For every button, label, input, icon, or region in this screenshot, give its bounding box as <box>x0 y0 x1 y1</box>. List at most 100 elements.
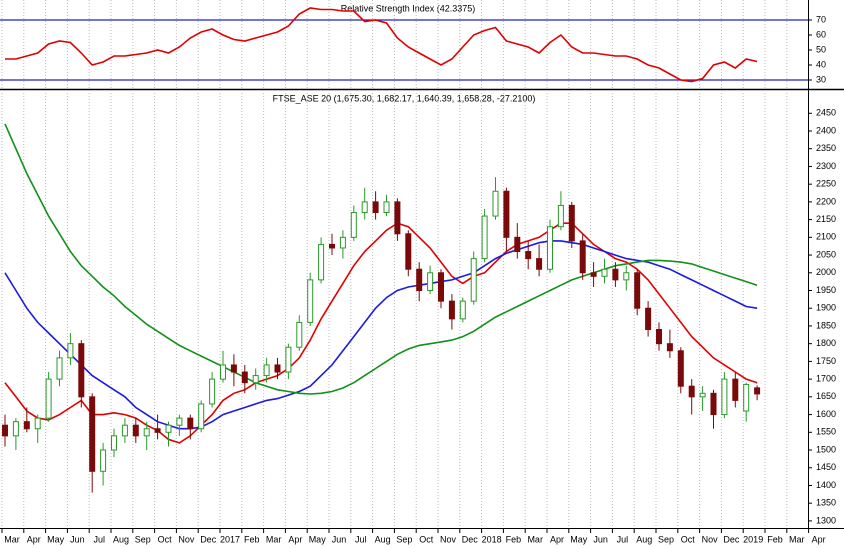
candle-body <box>547 226 553 270</box>
x-tick-label: Dec <box>723 534 740 544</box>
candle-body <box>187 417 194 430</box>
y-tick-label: 1850 <box>816 320 836 330</box>
candle-body <box>296 321 303 348</box>
candle-body <box>557 204 564 228</box>
candle-body <box>677 350 684 387</box>
candle-body <box>514 236 521 253</box>
x-tick-label: Sep <box>135 534 151 544</box>
candle-body <box>165 424 172 433</box>
candle-body <box>361 201 368 214</box>
y-tick-label: 1900 <box>816 303 836 313</box>
x-tick-label: 2017 <box>220 534 240 544</box>
x-tick-label: Oct <box>681 534 696 544</box>
candle-body <box>579 240 586 274</box>
x-tick-label: Aug <box>636 534 652 544</box>
x-tick-label: Jun <box>332 534 347 544</box>
candle-body <box>688 385 695 398</box>
x-tick-label: Jun <box>593 534 608 544</box>
x-tick-label: Feb <box>767 534 783 544</box>
candle-body <box>176 417 183 426</box>
price-title: FTSE_ASE 20 (1,675.30, 1,682.17, 1,640.3… <box>273 93 536 103</box>
candle-body <box>438 272 444 302</box>
candle-body <box>448 300 455 320</box>
candle-body <box>2 424 8 437</box>
x-tick-label: 2019 <box>743 534 763 544</box>
candle-body <box>405 233 412 270</box>
y-tick-label: 1600 <box>816 409 836 419</box>
candle-body <box>220 364 226 380</box>
x-tick-label: May <box>47 534 65 544</box>
candle-body <box>699 392 706 398</box>
y-tick-label: 1400 <box>816 480 836 490</box>
x-tick-label: Mar <box>4 534 20 544</box>
y-tick-label: 50 <box>816 44 826 54</box>
candle-body <box>383 201 390 214</box>
candle-body <box>612 268 619 281</box>
candle-body <box>132 424 139 437</box>
x-tick-label: Nov <box>702 534 719 544</box>
candle-body <box>492 190 499 217</box>
y-tick-label: 2050 <box>816 249 836 259</box>
candle-body <box>732 378 739 401</box>
candle-body <box>634 272 641 309</box>
candle-body <box>710 392 717 416</box>
candle-body <box>743 383 750 412</box>
candle-body <box>12 421 19 437</box>
rsi-line <box>5 7 758 83</box>
x-tick-label: Apr <box>812 534 826 544</box>
x-tick-label: Nov <box>440 534 457 544</box>
candle-body <box>154 428 161 433</box>
x-tick-label: Sep <box>396 534 412 544</box>
y-tick-label: 2100 <box>816 232 836 242</box>
moving-average-line <box>4 123 758 395</box>
y-tick-label: 1350 <box>816 498 836 508</box>
x-tick-label: Apr <box>288 534 302 544</box>
moving-average-line <box>4 222 758 444</box>
candle-body <box>318 243 325 281</box>
candle-body <box>56 357 63 380</box>
candle-body <box>394 201 401 235</box>
x-tick-label: Feb <box>244 534 260 544</box>
y-tick-label: 2400 <box>816 125 836 135</box>
x-tick-label: Mar <box>527 534 543 544</box>
x-tick-label: May <box>309 534 327 544</box>
x-tick-label: Sep <box>658 534 674 544</box>
x-tick-label: Aug <box>113 534 129 544</box>
candle-body <box>656 328 662 345</box>
y-tick-label: 2350 <box>816 143 836 153</box>
candle-body <box>307 279 314 323</box>
candle-body <box>350 212 357 238</box>
candle-body <box>263 364 270 377</box>
candle-body <box>34 417 41 430</box>
candle-body <box>252 375 259 384</box>
candle-body <box>67 343 74 359</box>
y-tick-label: 1500 <box>816 444 836 454</box>
candle-body <box>121 424 128 437</box>
x-tick-label: Aug <box>375 534 391 544</box>
candle-body <box>329 243 335 249</box>
candle-body <box>568 204 575 242</box>
candle-body <box>459 300 466 320</box>
x-tick-label: Mar <box>789 534 805 544</box>
candle-body <box>721 378 728 416</box>
candle-body <box>274 364 281 373</box>
y-tick-label: 2000 <box>816 267 836 277</box>
candle-body <box>601 268 608 277</box>
x-tick-label: Oct <box>419 534 434 544</box>
candle-body <box>470 258 477 302</box>
x-tick-label: Jul <box>617 534 629 544</box>
x-tick-label: May <box>570 534 588 544</box>
x-tick-label: Apr <box>550 534 564 544</box>
x-tick-label: Jul <box>93 534 105 544</box>
candle-body <box>89 396 96 472</box>
x-tick-label: Apr <box>27 534 41 544</box>
x-tick-label: Nov <box>178 534 195 544</box>
y-tick-label: 1300 <box>816 515 836 525</box>
y-tick-label: 1650 <box>816 391 836 401</box>
y-tick-label: 1750 <box>816 356 836 366</box>
candle-body <box>623 272 630 281</box>
candle-body <box>481 215 488 260</box>
y-tick-label: 40 <box>816 59 826 69</box>
candle-body <box>536 258 543 270</box>
